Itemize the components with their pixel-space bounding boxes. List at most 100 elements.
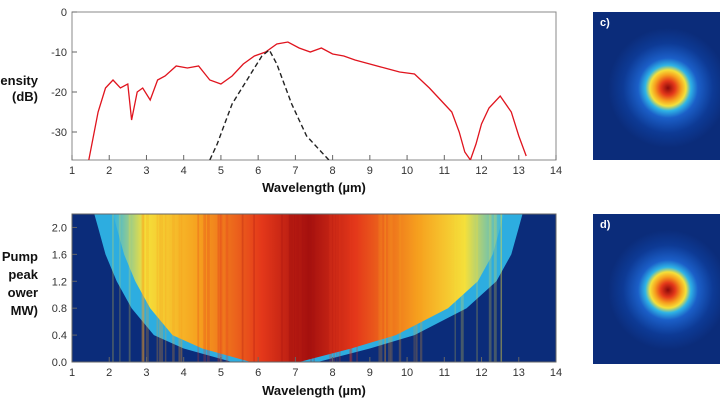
heatmap-streak [142,214,144,362]
spectrum-y-ticks: 0 -10 -20 -30 [51,7,77,139]
heatmap-streak [390,214,393,362]
heatmap-streak [338,214,341,362]
heatmap-streak [384,214,386,362]
heatmap-y-tick-label: 2.0 [52,222,67,234]
heatmap-streak [197,214,200,362]
heatmap-y-tick-label: 0.4 [52,330,67,342]
heatmap-streak [493,214,497,362]
heatmap-frame [71,213,557,363]
spectrum-y-axis-label-line1: ensity [0,73,38,88]
spectrum-x-tick-label: 14 [550,165,562,177]
heatmap-streak [460,214,464,362]
heatmap-y-tick-label: 0.8 [52,303,67,315]
heatmap-y-axis-label-line2: peak [8,267,38,282]
heatmap-streak [225,214,229,362]
heatmap-streak [172,214,175,362]
spectrum-x-tick-label: 5 [218,165,224,177]
heatmap-streak [454,214,456,362]
heatmap-streak [349,214,352,362]
heatmap-x-tick-label: 2 [106,367,112,379]
spectrum-x-tick-label: 2 [106,165,112,177]
heatmap-y-axis-label-line3: ower [8,285,38,300]
heatmap-streak [415,214,418,362]
heatmap-y-ticks: 0.0 0.4 0.8 1.2 1.6 2.0 [52,222,77,369]
heatmap-streak [203,214,207,362]
beam-panel-c-label: c) [600,17,610,29]
heatmap-streak [296,214,299,362]
heatmap-x-ticks: 1 2 3 4 5 6 7 8 9 10 11 12 13 14 [69,357,562,379]
spectrum-x-tick-label: 9 [367,165,373,177]
beam-panel-d-label: d) [600,219,611,231]
heatmap-streak [206,214,210,362]
heatmap-streak [156,214,159,362]
heatmap-streak [288,214,292,362]
heatmap-streak [290,214,293,362]
heatmap-streak [413,214,415,362]
heatmap-streak [293,214,296,362]
heatmap-streak [291,214,294,362]
heatmap-streak [241,214,244,362]
beam-panel-c-spot [608,28,720,148]
heatmap-x-tick-label: 8 [330,367,336,379]
heatmap-x-tick-label: 4 [181,367,187,379]
heatmap-streak [119,214,121,362]
spectrum-x-tick-label: 1 [69,165,75,177]
spectrum-x-tick-label: 13 [513,165,525,177]
heatmap-x-tick-label: 5 [218,367,224,379]
heatmap-streak [388,214,391,362]
heatmap-x-tick-label: 9 [367,367,373,379]
heatmap-streak [178,214,180,362]
spectrum-x-tick-label: 7 [292,165,298,177]
beam-panel-d: d) [593,214,720,364]
heatmap-streak [310,214,313,362]
heatmap-streak [128,214,131,362]
beam-panel-d-spot [608,230,720,350]
heatmap-x-tick-label: 13 [513,367,525,379]
spectrum-y-tick-label: -10 [51,47,67,59]
beam-panel-c: c) [593,12,720,160]
spectrum-x-tick-label: 3 [143,165,149,177]
heatmap-streak [384,214,386,362]
heatmap-y-tick-label: 1.2 [52,276,67,288]
spectrum-chart: 0-10-20-30 1 2 3 4 5 6 7 8 9 10 11 12 13 14 Wavelengt… [0,7,562,195]
heatmap-streak [378,214,380,362]
heatmap-streak [181,214,183,362]
spectrum-x-axis-label: Wavelength (µm) [262,180,366,195]
heatmap-x-tick-label: 1 [69,367,75,379]
heatmap-streak [218,214,222,362]
heatmap-streak [280,214,284,362]
heatmap-streak [349,214,352,362]
heatmap-streak [253,214,255,362]
spectrum-y-tick-label: -30 [51,127,67,139]
heatmap-x-tick-label: 14 [550,367,562,379]
spectrum-x-tick-label: 8 [330,165,336,177]
heatmap-x-tick-label: 12 [475,367,487,379]
heatmap-streak [219,214,223,362]
heatmap-y-axis-label-line4: MW) [11,303,38,318]
spectrum-x-tick-label: 4 [181,165,187,177]
heatmap-streak [164,214,167,362]
heatmap-streak [420,214,423,362]
heatmap-streak [356,214,358,362]
heatmap-x-tick-label: 7 [292,367,298,379]
heatmap-streak [141,214,145,362]
spectrum-x-tick-label: 11 [439,165,450,177]
spectrum-x-tick-label: 12 [475,165,487,177]
heatmap-streak [217,214,219,362]
power-heatmap-chart: 0.00.40.81.21.62.0 1 2 3 4 5 6 7 8 9 10 11 12 13 14 W… [2,213,562,398]
heatmap-streak [500,214,503,362]
heatmap-streak [302,214,304,362]
heatmap-x-axis-label: Wavelength (µm) [262,383,366,398]
heatmap-y-tick-label: 0.0 [52,357,67,369]
spectrum-series-solid [88,41,527,160]
heatmap-streak [333,214,335,362]
heatmap-streak [293,214,295,362]
heatmap-streak [329,214,332,362]
heatmap-streak [141,214,145,362]
heatmap-x-tick-label: 10 [401,367,413,379]
heatmap-streak [476,214,478,362]
heatmap-streak [336,214,338,362]
heatmap-y-axis-label-line1: Pump [2,249,38,264]
heatmap-x-tick-label: 11 [439,367,450,379]
